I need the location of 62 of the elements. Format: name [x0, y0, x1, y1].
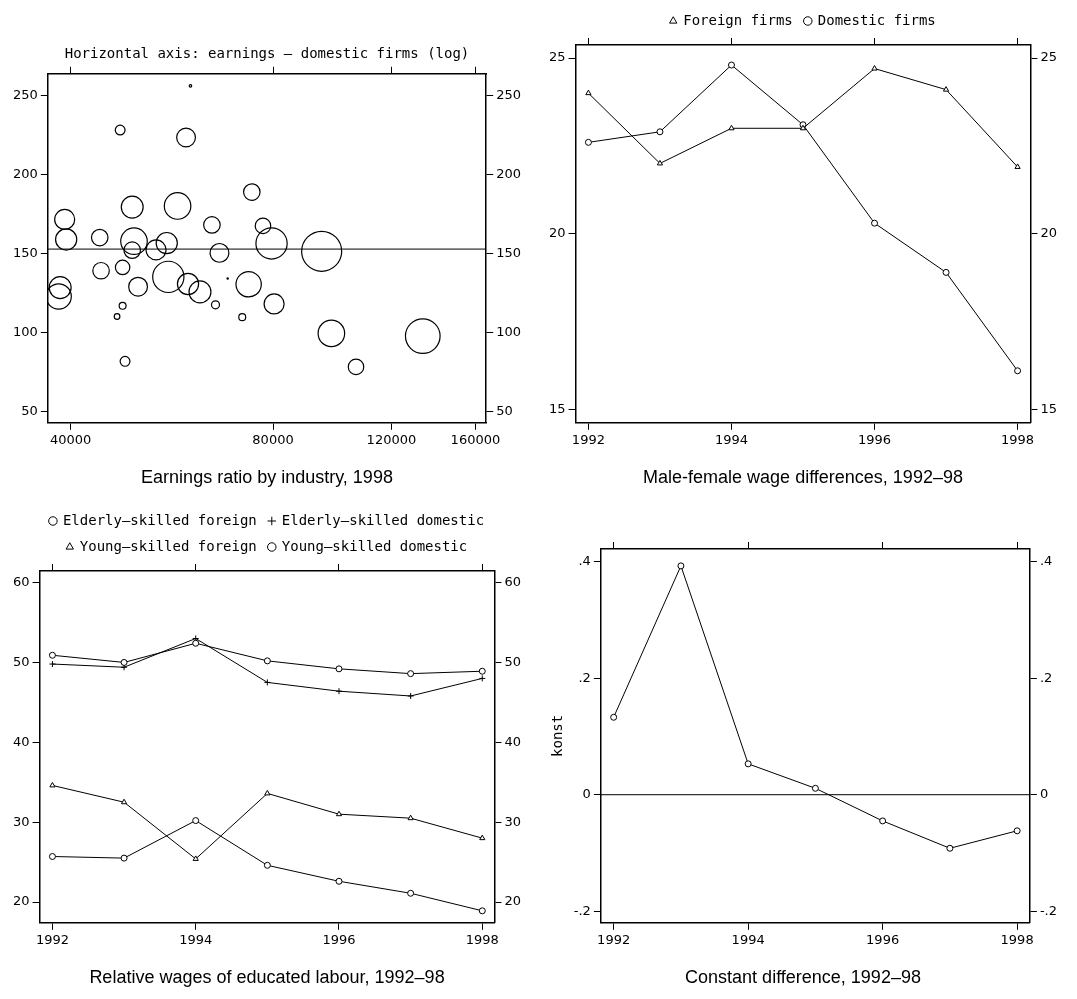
- y2-tick-label: 100: [496, 324, 522, 340]
- y-tick-label: .4: [578, 553, 591, 569]
- legend-label: Foreign firms: [683, 11, 793, 28]
- y-tick-label: 50: [21, 403, 38, 419]
- x-tick-label: 40000: [49, 431, 92, 447]
- y2-tick-label: 150: [496, 245, 522, 261]
- legend-label: Young–skilled foreign: [79, 537, 257, 554]
- y-tick-label: 100: [12, 324, 38, 340]
- x-tick-label: 1994: [731, 931, 765, 947]
- y2-tick-label: 20: [1040, 225, 1057, 241]
- x-tick-label: 1998: [465, 931, 499, 947]
- y-tick-label: 15: [549, 400, 566, 416]
- y2-tick-label: 0: [1039, 786, 1049, 802]
- y2-tick-label: -.2: [1039, 902, 1058, 918]
- y2-tick-label: 200: [496, 166, 522, 182]
- y-tick-label: .2: [578, 669, 591, 685]
- y2-tick-label: 40: [504, 733, 521, 749]
- y-tick-label: 60: [13, 573, 30, 589]
- y2-tick-label: 25: [1040, 49, 1057, 65]
- text: Relative wages of educated labour, 1992–98: [89, 967, 445, 988]
- y-tick-label: 50: [13, 653, 30, 669]
- text: Male-female wage differences, 1992–98: [643, 467, 963, 488]
- legend-label: Elderly–skilled foreign: [62, 511, 257, 528]
- y-tick-label: 20: [13, 893, 30, 909]
- x-tick-label: 1992: [597, 931, 631, 947]
- text: Earnings ratio by industry, 1998: [141, 467, 393, 488]
- x-tick-label: 1998: [1000, 931, 1034, 947]
- y2-tick-label: 20: [504, 893, 521, 909]
- y-tick-label: 40: [13, 733, 30, 749]
- x-tick-label: 1998: [1001, 431, 1035, 447]
- x-tick-label: 1992: [571, 431, 605, 447]
- y-tick-label: 250: [12, 87, 38, 103]
- x-tick-label: 1996: [866, 931, 900, 947]
- y-tick-label: 25: [549, 49, 566, 65]
- x-tick-label: 1996: [322, 931, 356, 947]
- y2-tick-label: 30: [504, 813, 521, 829]
- y2-tick-label: 15: [1040, 400, 1057, 416]
- y2-tick-label: 60: [504, 573, 521, 589]
- y-tick-label: 0: [582, 786, 591, 802]
- x-axis-title: Horizontal axis: earnings – domestic firms (log): [64, 45, 470, 62]
- x-tick-label: 1992: [35, 931, 69, 947]
- legend-label: Young–skilled domestic: [281, 537, 468, 554]
- x-tick-label: 120000: [366, 431, 417, 447]
- y-tick-label: -.2: [573, 902, 591, 918]
- x-tick-label: 80000: [252, 431, 294, 447]
- x-tick-label: 160000: [450, 431, 501, 447]
- y-axis-title: konst: [549, 714, 566, 757]
- y2-tick-label: .4: [1039, 553, 1053, 569]
- x-tick-label: 1994: [714, 431, 749, 447]
- y2-tick-label: 250: [496, 87, 522, 103]
- legend-label: Domestic firms: [817, 11, 936, 28]
- y-tick-label: 200: [12, 166, 38, 182]
- text: Constant difference, 1992–98: [685, 967, 921, 988]
- legend-label: Elderly–skilled domestic: [281, 511, 485, 528]
- y-tick-label: 150: [12, 245, 38, 261]
- x-tick-label: 1994: [179, 931, 213, 947]
- y2-tick-label: 50: [496, 403, 513, 419]
- y2-tick-label: 50: [504, 653, 521, 669]
- x-tick-label: 1996: [857, 431, 892, 447]
- y-tick-label: 30: [13, 813, 30, 829]
- y2-tick-label: .2: [1039, 669, 1053, 685]
- y-tick-label: 20: [549, 225, 566, 241]
